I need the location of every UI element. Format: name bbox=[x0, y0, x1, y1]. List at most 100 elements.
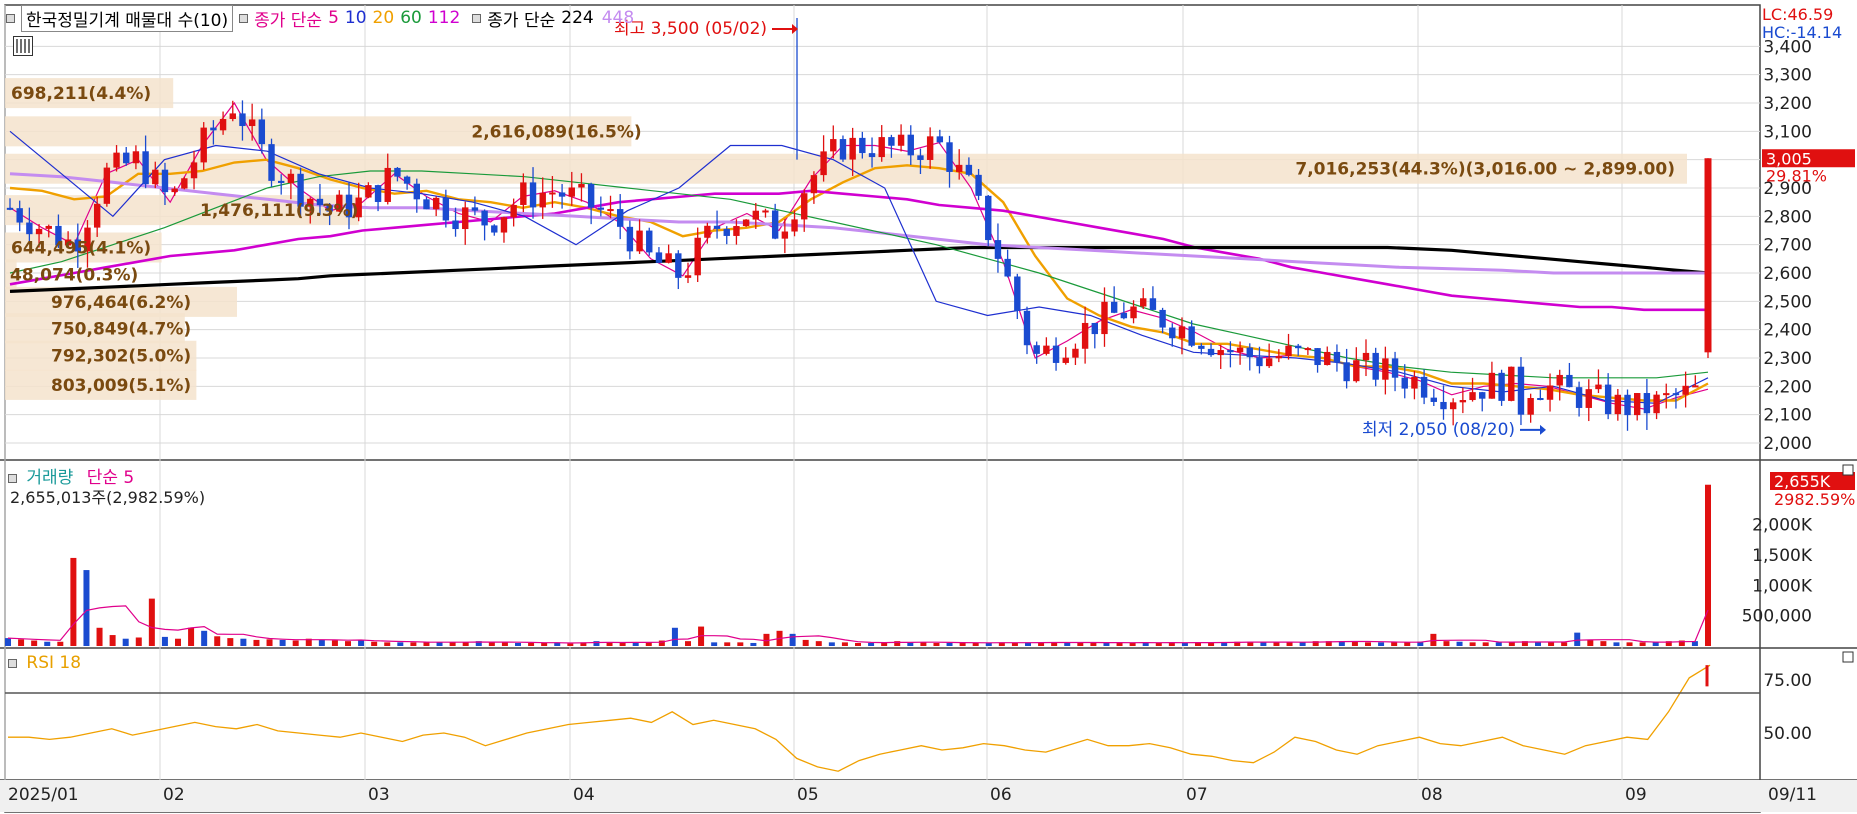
volume-bar bbox=[5, 638, 11, 646]
volume-bar bbox=[789, 633, 796, 646]
volume-bar bbox=[488, 642, 495, 646]
settings-square-icon[interactable] bbox=[472, 13, 482, 23]
candle-body bbox=[917, 155, 924, 160]
candle-body bbox=[258, 119, 266, 145]
volume-bar bbox=[1378, 642, 1385, 646]
candle-body bbox=[432, 197, 440, 210]
candle-body bbox=[849, 137, 856, 160]
settings-square-icon[interactable] bbox=[6, 13, 15, 23]
volume-bar bbox=[1508, 641, 1515, 646]
candle-body bbox=[1517, 366, 1525, 415]
volume-bar bbox=[1456, 641, 1463, 646]
volume-bar bbox=[1613, 642, 1620, 646]
volume-profile bbox=[5, 78, 1687, 400]
volume-bar bbox=[345, 641, 351, 646]
low-arrow-head bbox=[1540, 424, 1546, 435]
volume-bar bbox=[1338, 641, 1345, 646]
candle-body bbox=[655, 252, 663, 263]
settings-square-icon[interactable] bbox=[239, 13, 249, 23]
candle-body bbox=[1353, 360, 1360, 382]
candle-body bbox=[839, 139, 847, 160]
candle-body bbox=[1043, 345, 1050, 354]
profile-band bbox=[5, 340, 197, 371]
volume-current: 2,655K bbox=[1774, 472, 1831, 491]
candle-body bbox=[510, 204, 517, 218]
settings-square-icon[interactable] bbox=[8, 474, 17, 483]
candle-body bbox=[74, 239, 81, 252]
candle-body bbox=[64, 239, 72, 246]
candle-body bbox=[1498, 372, 1505, 401]
candle-body bbox=[1440, 401, 1447, 410]
volume-bar bbox=[763, 633, 770, 646]
candle-body bbox=[1246, 347, 1253, 358]
volume-bar bbox=[1391, 642, 1398, 646]
high-arrow-head bbox=[792, 24, 798, 34]
ma-period-112: 112 bbox=[427, 8, 461, 28]
candle-body bbox=[190, 162, 198, 179]
candle-body bbox=[336, 194, 343, 212]
profile-band bbox=[5, 259, 17, 290]
candle-body bbox=[132, 151, 140, 164]
candle-body bbox=[617, 209, 624, 227]
volume-bar bbox=[1260, 642, 1267, 646]
price-tick: 3,400 bbox=[1763, 37, 1812, 57]
price-tick: 2,100 bbox=[1763, 406, 1812, 426]
candle-body bbox=[345, 194, 353, 218]
volume-bar bbox=[671, 627, 678, 646]
candle-body bbox=[626, 226, 634, 252]
candle-body bbox=[1372, 352, 1379, 380]
candle-body bbox=[888, 137, 895, 146]
candle-body bbox=[268, 144, 275, 181]
ma2-periods: 224 448 bbox=[561, 8, 642, 28]
candle-body bbox=[374, 185, 382, 202]
candle-body bbox=[529, 182, 537, 208]
candle-body bbox=[1449, 402, 1457, 410]
candle-body bbox=[35, 228, 43, 235]
candle-body bbox=[985, 195, 992, 241]
volume-bar bbox=[1705, 484, 1711, 646]
volume-bar bbox=[358, 639, 365, 646]
candle-body bbox=[723, 228, 730, 236]
profile-label: 7,016,253(44.3%)(3,016.00 ~ 2,899.00) bbox=[1295, 160, 1675, 180]
volume-bar bbox=[907, 642, 914, 646]
volume-bar bbox=[1574, 632, 1581, 646]
volume-bar bbox=[331, 640, 338, 646]
candle-body bbox=[442, 197, 450, 221]
candle-body bbox=[1110, 301, 1118, 313]
volume-bar bbox=[449, 642, 456, 646]
volume-bar bbox=[1247, 641, 1254, 646]
candle-body bbox=[1643, 393, 1651, 414]
price-annotations: 최고 3,500 (05/02) 최저 2,050 (08/20) bbox=[614, 19, 1546, 440]
candle-body bbox=[200, 127, 207, 163]
candle-body bbox=[1411, 376, 1418, 389]
volume-bar bbox=[161, 636, 168, 646]
volume-bar bbox=[593, 641, 600, 646]
volume-bar bbox=[1025, 642, 1031, 646]
candle-body bbox=[713, 225, 721, 229]
candle-body bbox=[1614, 394, 1622, 415]
volume-bar bbox=[985, 642, 992, 646]
rsi-tick: 75.00 bbox=[1763, 671, 1812, 691]
candle-body bbox=[1052, 345, 1060, 363]
volume-bar bbox=[188, 627, 195, 646]
profile-label: 976,464(6.2%) bbox=[51, 293, 191, 313]
ma-line bbox=[9, 189, 1708, 312]
candle-body bbox=[84, 227, 91, 252]
volume-bar bbox=[1600, 641, 1607, 646]
stock-name[interactable]: 한국정밀기계 매물대 수(10) bbox=[21, 4, 234, 32]
profile-label: 644,495(4.1%) bbox=[11, 239, 151, 259]
volume-bar bbox=[214, 636, 221, 646]
date-label: 09 bbox=[1625, 785, 1647, 805]
volume-bar bbox=[292, 640, 299, 646]
settings-square-icon[interactable] bbox=[8, 659, 17, 668]
volume-bar bbox=[1652, 642, 1659, 646]
volume-bar bbox=[384, 642, 391, 646]
volume-bar bbox=[685, 641, 691, 646]
volume-bar bbox=[815, 641, 822, 646]
calculator-icon[interactable] bbox=[13, 36, 33, 56]
candle-body bbox=[558, 192, 566, 197]
volume-bar bbox=[894, 641, 901, 646]
candle-body bbox=[684, 275, 692, 278]
rsi-legend: RSI 18 bbox=[8, 653, 81, 673]
